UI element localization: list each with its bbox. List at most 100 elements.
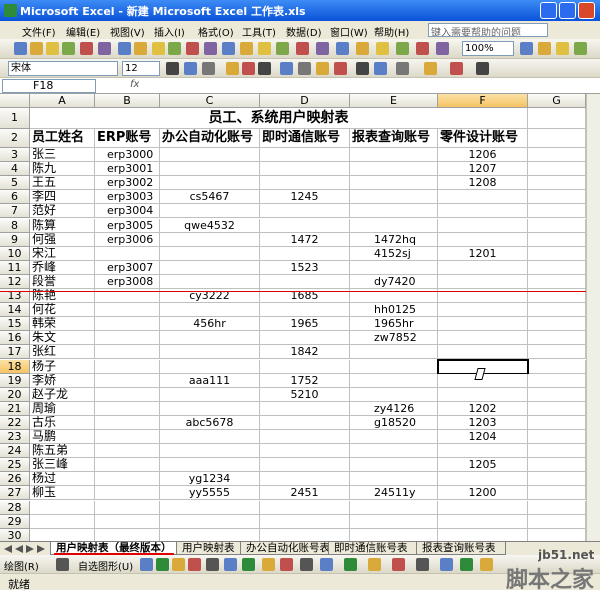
toolbar-icon[interactable] <box>356 42 369 55</box>
tab-nav-button[interactable] <box>15 545 23 553</box>
cell-text[interactable]: 即时通信账号 <box>260 129 350 148</box>
cell[interactable] <box>350 218 438 233</box>
row-header[interactable]: 13 <box>0 289 30 304</box>
column-header[interactable]: G <box>528 94 586 108</box>
row-header[interactable]: 27 <box>0 486 30 501</box>
cell[interactable] <box>260 162 350 177</box>
cell[interactable] <box>350 204 438 219</box>
cell[interactable] <box>350 500 438 515</box>
cell[interactable] <box>528 430 586 445</box>
cell-text[interactable]: 李四 <box>30 190 95 205</box>
cell-text[interactable]: 1202 <box>438 401 528 416</box>
toolbar-icon[interactable] <box>184 62 197 75</box>
row-header[interactable]: 2 <box>0 129 30 148</box>
menu-item[interactable]: 工具(T) <box>242 28 276 39</box>
cell[interactable] <box>30 500 95 515</box>
cell-text[interactable]: abc5678 <box>160 415 260 430</box>
cell-text[interactable]: g18520 <box>350 415 438 430</box>
row-header[interactable]: 26 <box>0 472 30 487</box>
cell[interactable] <box>350 458 438 473</box>
cell[interactable] <box>95 500 160 515</box>
cell[interactable] <box>438 387 528 402</box>
cell[interactable] <box>260 218 350 233</box>
cell-text[interactable]: 5210 <box>260 387 350 402</box>
cell[interactable] <box>438 232 528 247</box>
cell-text[interactable]: yg1234 <box>160 472 260 487</box>
cell-text[interactable]: erp3007 <box>95 260 160 275</box>
row-header[interactable]: 22 <box>0 415 30 430</box>
cell-text[interactable]: erp3005 <box>95 218 160 233</box>
cell[interactable] <box>528 148 586 163</box>
help-box[interactable]: 键入需要帮助的问题 <box>428 23 548 37</box>
menu-item[interactable]: 视图(V) <box>110 28 145 39</box>
cell[interactable] <box>528 331 586 346</box>
cell[interactable] <box>260 359 350 374</box>
toolbar-icon[interactable] <box>440 558 453 571</box>
cell[interactable] <box>260 401 350 416</box>
toolbar-icon[interactable] <box>416 558 429 571</box>
cell-text[interactable]: 柳玉 <box>30 486 95 501</box>
row-header[interactable]: 6 <box>0 190 30 205</box>
autoshapes-menu[interactable]: 自选图形(U) <box>78 562 134 573</box>
row-header[interactable]: 25 <box>0 458 30 473</box>
cell-text[interactable]: erp3000 <box>95 148 160 163</box>
cell[interactable] <box>528 289 586 304</box>
cell[interactable] <box>528 528 586 541</box>
cell[interactable] <box>95 528 160 541</box>
sheet-tab[interactable]: 办公自动化账号表 <box>240 542 330 555</box>
row-header[interactable]: 3 <box>0 148 30 163</box>
cell[interactable] <box>95 415 160 430</box>
cell[interactable] <box>260 303 350 318</box>
toolbar-icon[interactable] <box>242 558 255 571</box>
row-header[interactable]: 8 <box>0 218 30 233</box>
cell[interactable] <box>438 260 528 275</box>
cell[interactable] <box>30 528 95 541</box>
menu-item[interactable]: 窗口(W) <box>330 28 368 39</box>
cell[interactable] <box>260 430 350 445</box>
cell[interactable] <box>350 345 438 360</box>
cell[interactable] <box>438 289 528 304</box>
toolbar-icon[interactable] <box>336 42 349 55</box>
cell[interactable] <box>95 472 160 487</box>
cell[interactable] <box>528 345 586 360</box>
toolbar-icon[interactable] <box>376 42 389 55</box>
cell-text[interactable]: ERP账号 <box>95 129 160 148</box>
cell[interactable] <box>160 458 260 473</box>
cell-text[interactable]: 1842 <box>260 345 350 360</box>
toolbar-icon[interactable] <box>168 42 181 55</box>
toolbar-icon[interactable] <box>258 42 271 55</box>
cell-text[interactable]: 1203 <box>438 415 528 430</box>
cell-text[interactable]: 何强 <box>30 232 95 247</box>
cell[interactable] <box>438 345 528 360</box>
vertical-scrollbar[interactable] <box>586 94 600 541</box>
column-header[interactable]: A <box>30 94 95 108</box>
row-header[interactable]: 5 <box>0 176 30 191</box>
cell-text[interactable]: dy7420 <box>350 274 438 289</box>
cell[interactable] <box>160 176 260 191</box>
font-box[interactable]: 宋体 <box>8 61 118 76</box>
cell-text[interactable]: 1245 <box>260 190 350 205</box>
toolbar-icon[interactable] <box>224 558 237 571</box>
cell[interactable] <box>95 387 160 402</box>
cell[interactable] <box>350 387 438 402</box>
toolbar-icon[interactable] <box>320 558 333 571</box>
cell[interactable] <box>528 190 586 205</box>
cell[interactable] <box>160 430 260 445</box>
toolbar-icon[interactable] <box>204 42 217 55</box>
cell-text[interactable]: 张红 <box>30 345 95 360</box>
cell[interactable] <box>528 303 586 318</box>
cell-text[interactable]: erp3004 <box>95 204 160 219</box>
cell-text[interactable]: 456hr <box>160 317 260 332</box>
toolbar-icon[interactable] <box>334 62 347 75</box>
menu-item[interactable]: 格式(O) <box>198 28 234 39</box>
column-header[interactable]: F <box>438 94 528 108</box>
cell-text[interactable]: 1472 <box>260 232 350 247</box>
cell-text[interactable]: 赵子龙 <box>30 387 95 402</box>
toolbar-icon[interactable] <box>258 62 271 75</box>
cell[interactable] <box>438 204 528 219</box>
cell[interactable] <box>350 472 438 487</box>
cell[interactable] <box>528 500 586 515</box>
cell[interactable] <box>160 387 260 402</box>
cell[interactable] <box>528 218 586 233</box>
cell[interactable] <box>528 232 586 247</box>
